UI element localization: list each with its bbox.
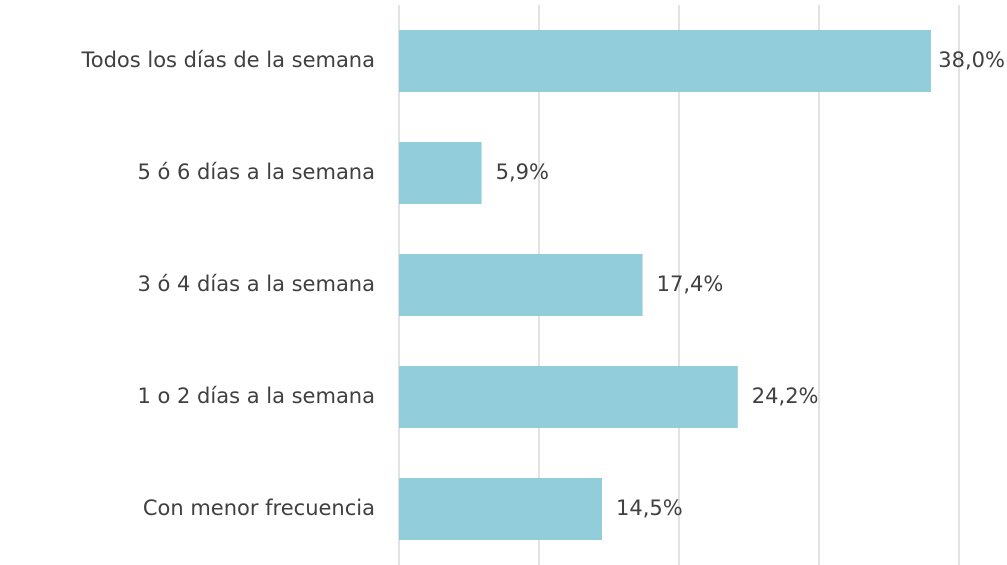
data-label: 38,0%	[938, 48, 1005, 72]
category-label: Con menor frecuencia	[143, 496, 375, 520]
bar	[399, 478, 602, 540]
data-label: 5,9%	[496, 160, 549, 184]
category-label: 5 ó 6 días a la semana	[137, 160, 375, 184]
category-label: 1 o 2 días a la semana	[137, 384, 375, 408]
bar	[399, 142, 482, 204]
bar	[399, 366, 738, 428]
data-label: 24,2%	[752, 384, 819, 408]
bar	[399, 254, 643, 316]
data-label: 17,4%	[657, 272, 724, 296]
data-label: 14,5%	[616, 496, 683, 520]
category-label: Todos los días de la semana	[80, 48, 375, 72]
bar	[399, 30, 931, 92]
category-label: 3 ó 4 días a la semana	[137, 272, 375, 296]
